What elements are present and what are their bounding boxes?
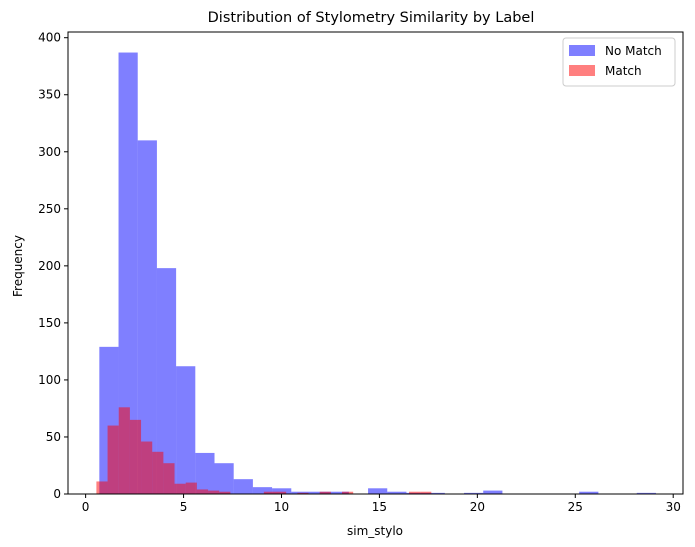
histogram-bar: [195, 452, 215, 494]
histogram-bar: [579, 491, 599, 494]
histogram-bar: [156, 268, 177, 494]
y-tick-label: 400: [38, 31, 61, 45]
legend: No Match Match: [562, 37, 676, 87]
y-axis-ticks: 0 50 100 150 200 250 300 350 400: [38, 31, 68, 501]
bars-layer: [96, 52, 656, 495]
y-tick-label: 50: [46, 430, 61, 444]
series-1: [96, 407, 432, 494]
histogram-bar: [233, 479, 253, 494]
histogram-bar: [214, 463, 234, 494]
y-tick-label: 200: [38, 259, 61, 273]
histogram-bar: [196, 489, 209, 494]
x-tick-label: 0: [82, 500, 90, 514]
histogram-bar: [174, 483, 186, 494]
x-axis-label: sim_stylo: [347, 524, 403, 538]
histogram-bar: [252, 487, 273, 494]
histogram-bar: [208, 490, 220, 494]
y-tick-label: 100: [38, 373, 61, 387]
histogram-bar: [107, 425, 119, 494]
histogram-bar: [368, 488, 388, 494]
histogram-bar: [118, 407, 130, 494]
legend-swatch: [569, 65, 595, 76]
histogram-bar: [483, 490, 503, 494]
x-tick-label: 5: [180, 500, 188, 514]
x-tick-label: 15: [372, 500, 387, 514]
histogram-bar: [96, 481, 108, 494]
axes-frame: [67, 31, 684, 495]
x-axis-ticks: 0 5 10 15 20 25 30: [82, 494, 681, 514]
x-tick-label: 30: [666, 500, 681, 514]
y-tick-label: 300: [38, 145, 61, 159]
histogram-bar: [176, 366, 196, 494]
histogram-bar: [141, 441, 153, 494]
histogram-bar: [387, 491, 407, 494]
histogram-bar: [464, 492, 484, 494]
histogram-bar: [272, 488, 292, 494]
y-tick-label: 0: [53, 487, 61, 501]
histogram-bar: [342, 491, 354, 494]
histogram-bar: [425, 492, 445, 494]
y-axis-label: Frequency: [11, 235, 25, 297]
histogram-bar: [263, 491, 276, 494]
y-tick-label: 150: [38, 316, 61, 330]
legend-label: Match: [605, 64, 642, 78]
histogram-bar: [137, 140, 157, 495]
y-tick-label: 250: [38, 202, 61, 216]
plot-frame: [67, 31, 684, 495]
histogram-bar: [329, 491, 349, 494]
histogram-bar: [129, 419, 142, 494]
histogram-bar: [408, 491, 421, 494]
histogram-bar: [185, 482, 197, 494]
y-tick-label: 350: [38, 88, 61, 102]
histogram-bar: [636, 492, 656, 494]
histogram-bar: [275, 491, 287, 494]
histogram-bar: [118, 52, 138, 495]
histogram-bar: [219, 491, 231, 494]
histogram-bar: [152, 451, 164, 494]
histogram-bar: [163, 463, 175, 494]
x-tick-label: 20: [470, 500, 485, 514]
histogram-bar: [319, 491, 331, 494]
chart-title: Distribution of Stylometry Similarity by…: [208, 10, 535, 26]
histogram-bar: [420, 491, 432, 494]
x-tick-label: 10: [274, 500, 289, 514]
legend-label: No Match: [605, 44, 662, 58]
histogram-bar: [297, 492, 309, 494]
x-tick-label: 25: [568, 500, 583, 514]
legend-swatch: [569, 45, 595, 56]
